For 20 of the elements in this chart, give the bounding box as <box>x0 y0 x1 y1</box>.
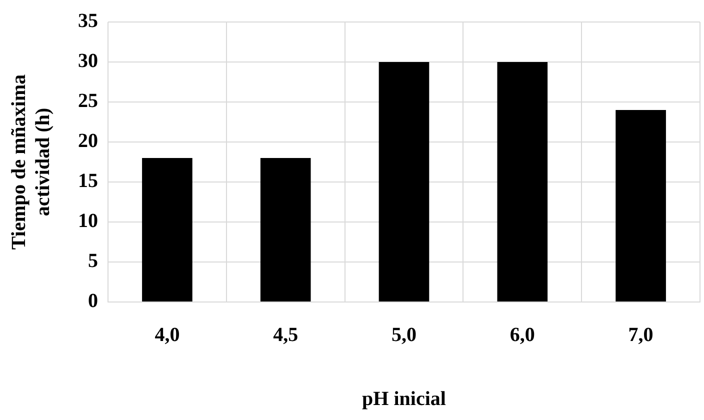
y-tick-label: 10 <box>78 210 98 232</box>
y-tick-label: 30 <box>78 50 98 72</box>
bar <box>378 62 430 302</box>
x-tick-label: 7,0 <box>628 324 654 346</box>
y-tick-label: 35 <box>78 10 98 32</box>
y-tick-label: 15 <box>78 170 98 192</box>
y-tick-label: 0 <box>88 290 98 312</box>
y-tick-label: 25 <box>78 90 98 112</box>
x-tick-label: 4,0 <box>154 324 180 346</box>
x-axis-title: pH inicial <box>362 388 446 410</box>
y-tick-label: 5 <box>88 250 98 272</box>
x-tick-label: 5,0 <box>392 324 416 346</box>
bar <box>260 158 311 302</box>
bar <box>616 110 666 302</box>
x-tick-label: 6,0 <box>510 324 535 346</box>
y-tick-label: 20 <box>78 130 98 152</box>
bar <box>142 158 192 302</box>
x-tick-label: 4,5 <box>273 324 298 346</box>
bar <box>497 62 548 302</box>
y-axis-title: Tiempo de mñaxima actividad (h) <box>8 74 54 250</box>
